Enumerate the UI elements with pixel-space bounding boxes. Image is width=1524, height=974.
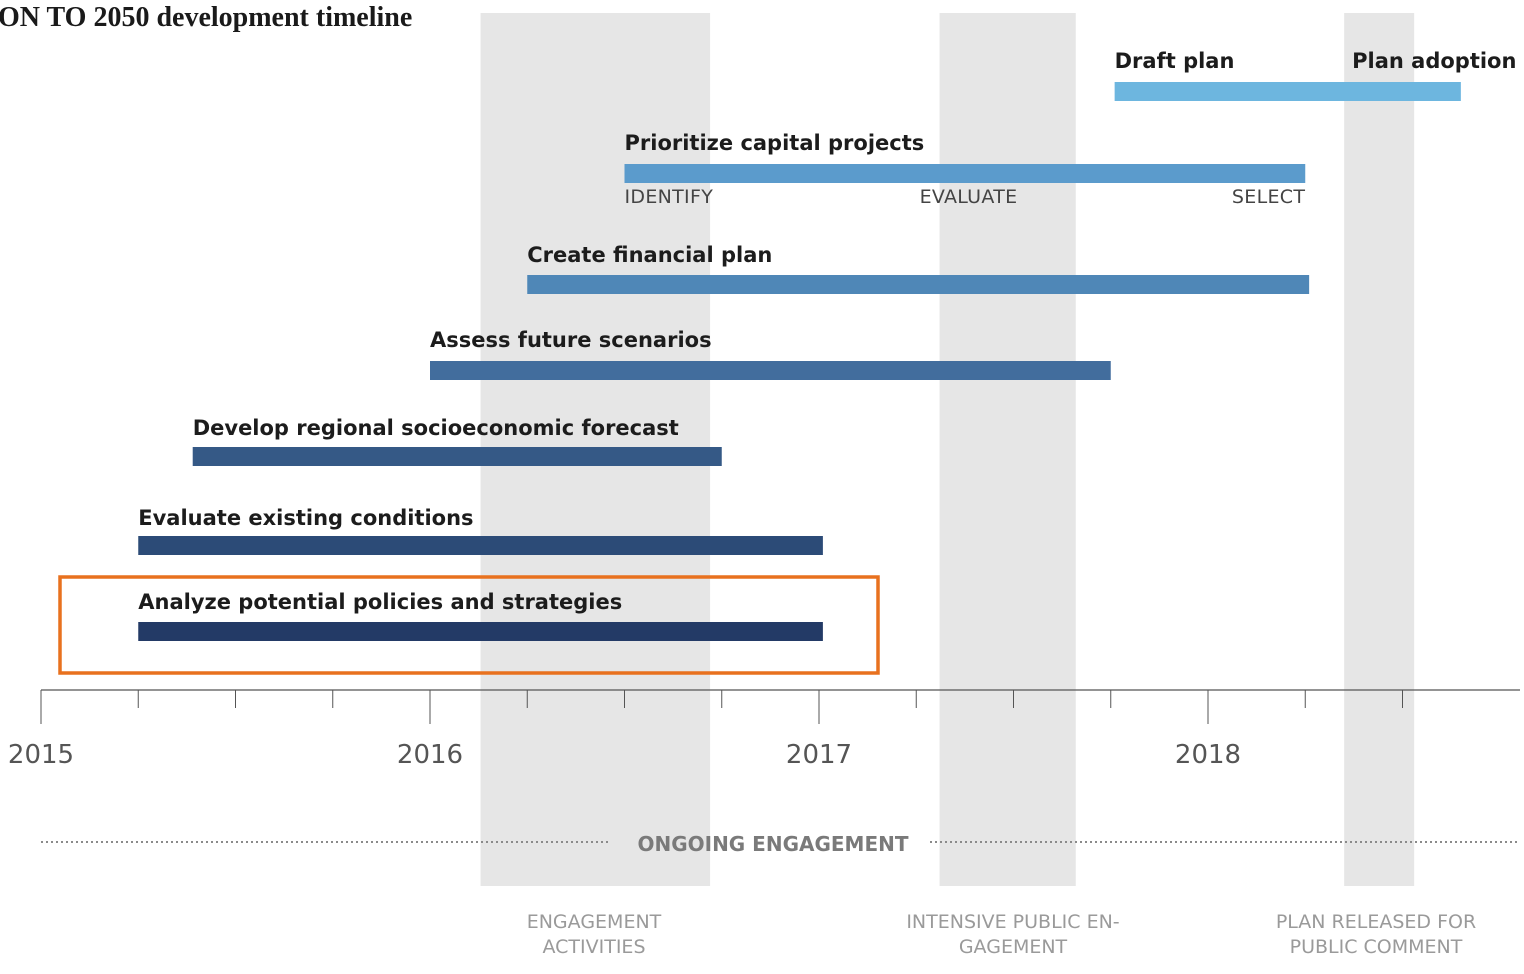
x-tick-label-2018: 2018 [1175,740,1241,770]
task-label-6: Evaluate existing conditions [138,506,473,530]
band-label-2-line-1: INTENSIVE PUBLIC EN- [906,911,1119,933]
task-bar-3 [527,275,1310,294]
highlight-box [58,575,880,675]
task-bar-1 [1114,82,1461,101]
task-bar-7 [138,622,823,641]
task-label-2: Prioritize capital projects [625,131,925,155]
engagement-label: ONGOING ENGAGEMENT [637,832,908,856]
band-label-1-line-1: ENGAGEMENT [527,911,662,933]
task-bar-6 [138,536,823,555]
band-label-1-line-2: ACTIVITIES [542,936,645,958]
phase-label-evaluate: EVALUATE [920,186,1018,208]
band-label-3-line-1: PLAN RELEASED FOR [1276,911,1476,933]
task-bar-5 [192,447,722,466]
band-label-2-line-2: GAGEMENT [959,936,1068,958]
x-tick-label-2017: 2017 [786,740,852,770]
x-tick-label-2015: 2015 [8,740,74,770]
task-bar-4 [430,361,1111,380]
phase-label-identify: IDENTIFY [625,186,714,208]
task-label-1: Draft plan [1115,49,1235,73]
x-tick-label-2016: 2016 [397,740,463,770]
phase-label-select: SELECT [1232,186,1305,208]
task-label-7: Analyze potential policies and strategie… [138,590,622,614]
band-2 [939,13,1076,886]
task-label-3: Create financial plan [527,243,772,267]
task-label-5: Develop regional socioeconomic forecast [193,416,679,440]
task-label-4: Assess future scenarios [430,328,712,352]
task-end-label: Plan adoption [1352,49,1516,73]
chart-title: ON TO 2050 development timeline [0,2,413,33]
band-3 [1344,13,1415,886]
band-label-3-line-2: PUBLIC COMMENT [1290,936,1463,958]
task-bar-2 [624,164,1306,183]
